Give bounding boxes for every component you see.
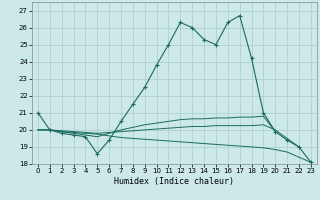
X-axis label: Humidex (Indice chaleur): Humidex (Indice chaleur) [115,177,234,186]
